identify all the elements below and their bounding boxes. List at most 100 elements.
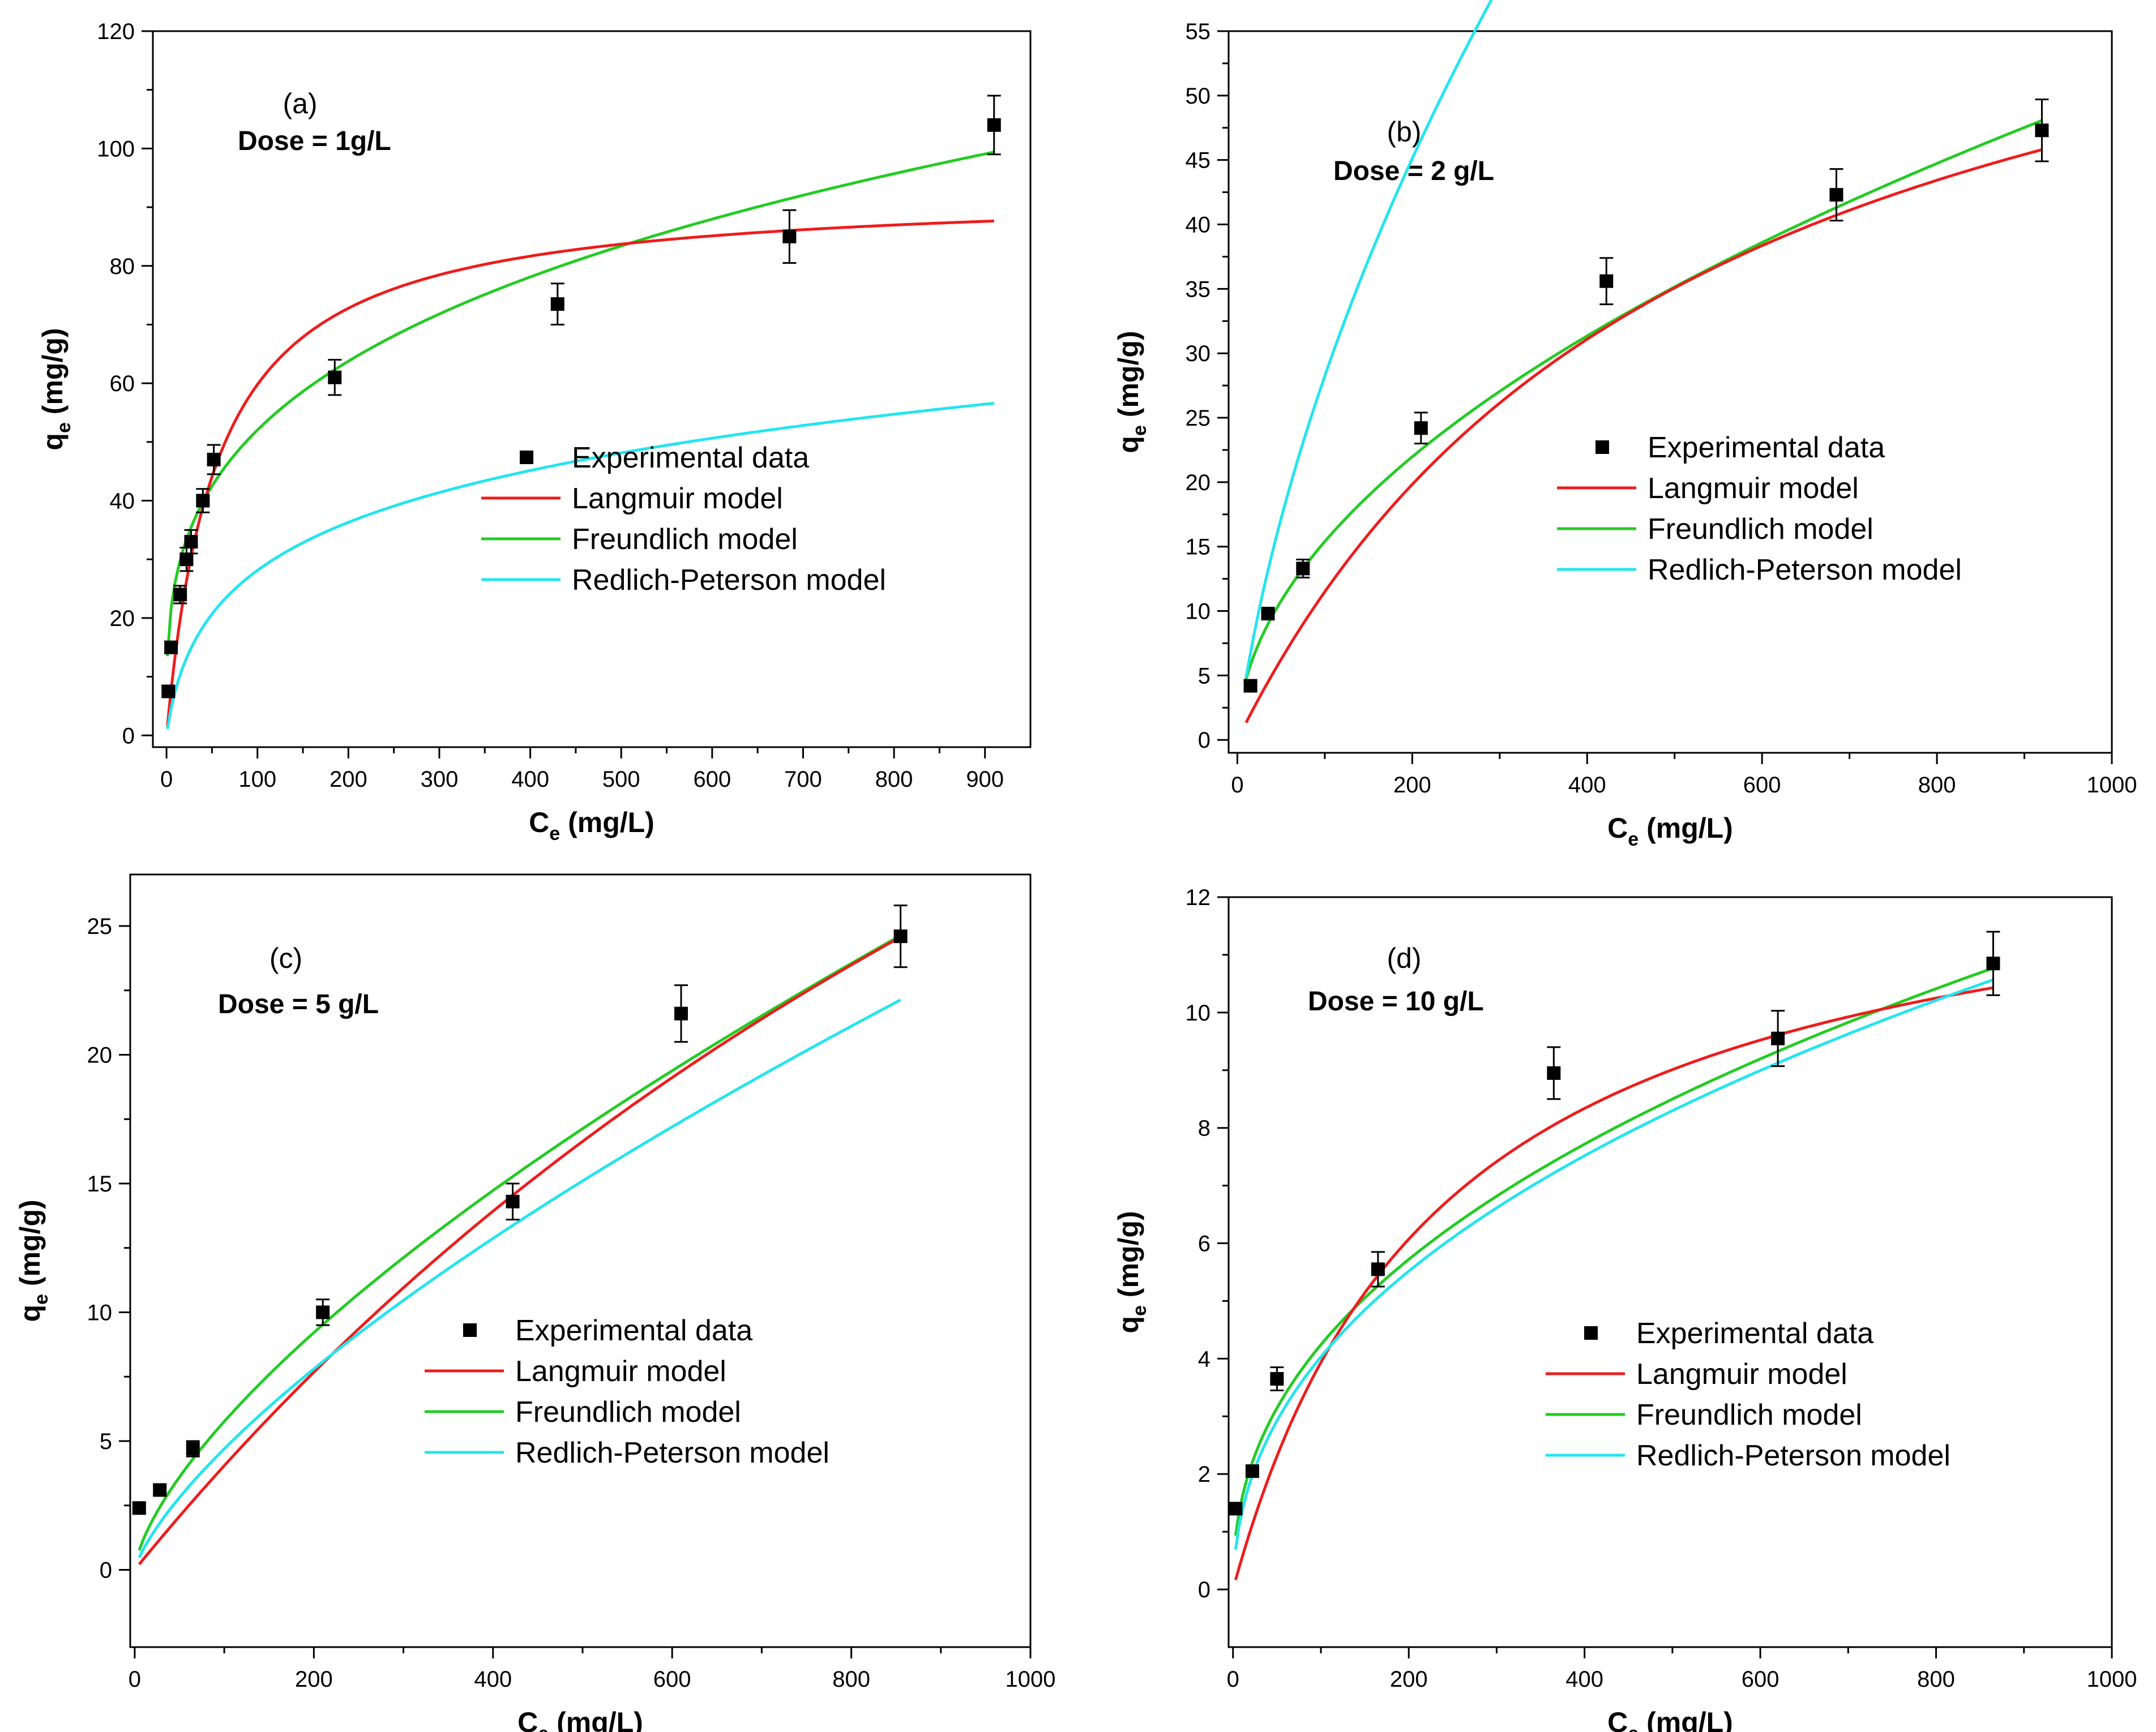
data-point bbox=[1245, 1464, 1259, 1478]
dose-label: Dose = 1g/L bbox=[238, 126, 391, 156]
y-tick-label: 10 bbox=[1186, 599, 1211, 624]
x-tick-label: 600 bbox=[1742, 1667, 1779, 1692]
plot-frame bbox=[152, 30, 1032, 748]
y-axis-title: qe (mg/g) bbox=[14, 1199, 52, 1322]
data-point bbox=[1243, 679, 1257, 693]
data-point bbox=[196, 494, 210, 508]
legend: Experimental data Langmuir model Freundlic… bbox=[481, 441, 886, 597]
data-point bbox=[173, 588, 187, 602]
legend: Experimental data Langmuir model Freundlic… bbox=[1546, 1317, 1950, 1472]
langmuir-curve bbox=[1234, 986, 1994, 1580]
panel-label: (a) bbox=[283, 88, 317, 119]
legend-label-redlich: Redlich-Peterson model bbox=[1648, 554, 1962, 586]
data-point bbox=[2035, 123, 2049, 138]
x-tick-label: 600 bbox=[1743, 773, 1781, 798]
y-tick-label: 20 bbox=[1186, 470, 1211, 495]
freundlich-curve bbox=[138, 934, 901, 1551]
legend-label-experimental: Experimental data bbox=[515, 1314, 752, 1347]
panel-label: (b) bbox=[1387, 116, 1421, 148]
x-tick-label: 0 bbox=[1231, 773, 1243, 798]
y-tick-label: 20 bbox=[87, 1043, 113, 1068]
x-tick-label: 0 bbox=[160, 767, 173, 792]
x-tick-label: 300 bbox=[421, 767, 459, 792]
x-tick-label: 200 bbox=[1390, 1667, 1428, 1692]
y-tick-label: 25 bbox=[1186, 406, 1211, 431]
legend-label-langmuir: Langmuir model bbox=[515, 1355, 726, 1388]
x-tick-label: 200 bbox=[330, 767, 367, 792]
x-tick-label: 800 bbox=[875, 767, 913, 792]
legend-label-langmuir: Langmuir model bbox=[1636, 1358, 1847, 1391]
y-axis-title: qe (mg/g) bbox=[1113, 1211, 1150, 1333]
data-point bbox=[1829, 188, 1843, 202]
y-tick-label: 50 bbox=[1186, 84, 1211, 109]
legend-marker-experimental bbox=[520, 451, 533, 464]
data-point bbox=[1270, 1372, 1284, 1386]
data-point bbox=[1261, 607, 1275, 621]
data-point bbox=[893, 929, 908, 944]
y-tick-label: 0 bbox=[1198, 1577, 1210, 1602]
panel-label: (d) bbox=[1387, 942, 1421, 974]
y-tick-label: 10 bbox=[1186, 1001, 1211, 1026]
langmuir-curve bbox=[166, 219, 994, 726]
data-point bbox=[186, 1442, 200, 1456]
redlich-curve bbox=[138, 998, 901, 1559]
panel-d: 0 200 400 600 800 1000 0 2 4 6 8 10 12 Ce (mg/L) qe (m… bbox=[1113, 885, 2137, 1732]
legend-label-redlich: Redlich-Peterson model bbox=[572, 564, 886, 597]
x-tick-label: 500 bbox=[602, 767, 640, 792]
data-point bbox=[328, 370, 342, 384]
data-point bbox=[1229, 1502, 1243, 1516]
plot-frame bbox=[129, 873, 1032, 1648]
x-tick-label: 0 bbox=[1227, 1667, 1239, 1692]
y-axis-title: qe (mg/g) bbox=[1113, 331, 1150, 453]
data-point bbox=[1547, 1066, 1561, 1080]
data-point bbox=[184, 535, 198, 549]
dose-label: Dose = 5 g/L bbox=[218, 989, 379, 1019]
x-tick-label: 400 bbox=[1568, 773, 1606, 798]
dose-label: Dose = 2 g/L bbox=[1333, 156, 1494, 186]
langmuir-curve bbox=[1244, 148, 2043, 723]
y-tick-label: 55 bbox=[1186, 19, 1211, 44]
x-tick-label: 400 bbox=[511, 767, 549, 792]
langmuir-curve bbox=[138, 936, 901, 1566]
redlich-curve bbox=[1234, 978, 1994, 1550]
plot-frame bbox=[1227, 30, 2113, 754]
y-tick-label: 15 bbox=[1186, 535, 1211, 560]
y-tick-label: 45 bbox=[1186, 148, 1211, 173]
legend-label-experimental: Experimental data bbox=[572, 441, 809, 474]
data-point bbox=[316, 1305, 330, 1319]
data-point bbox=[1414, 421, 1428, 435]
data-point bbox=[164, 640, 178, 654]
y-tick-label: 0 bbox=[100, 1558, 112, 1583]
y-tick-label: 35 bbox=[1186, 277, 1211, 302]
data-point bbox=[1771, 1031, 1785, 1045]
x-tick-label: 1000 bbox=[1006, 1667, 1056, 1692]
data-point bbox=[506, 1194, 520, 1208]
y-tick-label: 8 bbox=[1198, 1116, 1210, 1141]
x-tick-label: 1000 bbox=[2087, 773, 2137, 798]
x-tick-label: 800 bbox=[1918, 773, 1956, 798]
x-tick-label: 0 bbox=[129, 1667, 141, 1692]
y-tick-label: 40 bbox=[110, 489, 135, 514]
data-point bbox=[1986, 957, 2000, 971]
x-tick-label: 600 bbox=[653, 1667, 691, 1692]
legend-label-redlich: Redlich-Peterson model bbox=[1636, 1439, 1950, 1472]
y-tick-label: 25 bbox=[87, 914, 113, 939]
y-axis-title: qe (mg/g) bbox=[37, 328, 75, 450]
y-tick-label: 5 bbox=[1198, 663, 1210, 688]
x-axis-title: Ce (mg/L) bbox=[517, 1707, 643, 1732]
redlich-curve bbox=[1244, 0, 1493, 678]
x-tick-label: 900 bbox=[966, 767, 1004, 792]
legend-marker-experimental bbox=[1584, 1326, 1598, 1340]
freundlich-curve bbox=[1234, 967, 1994, 1536]
legend-label-experimental: Experimental data bbox=[1636, 1317, 1873, 1350]
x-tick-label: 800 bbox=[1917, 1667, 1955, 1692]
y-tick-label: 120 bbox=[97, 19, 135, 44]
panel-a: 0 100 200 300 400 500 600 700 800 900 0 20 40 60 80 100… bbox=[37, 19, 1032, 844]
legend: Experimental data Langmuir model Freundlic… bbox=[1557, 431, 1962, 586]
legend-label-freundlich: Freundlich model bbox=[515, 1396, 741, 1429]
x-tick-label: 800 bbox=[832, 1667, 870, 1692]
y-tick-label: 10 bbox=[87, 1301, 113, 1326]
legend-label-freundlich: Freundlich model bbox=[1636, 1399, 1862, 1431]
data-point bbox=[153, 1483, 167, 1497]
data-point bbox=[674, 1006, 688, 1021]
